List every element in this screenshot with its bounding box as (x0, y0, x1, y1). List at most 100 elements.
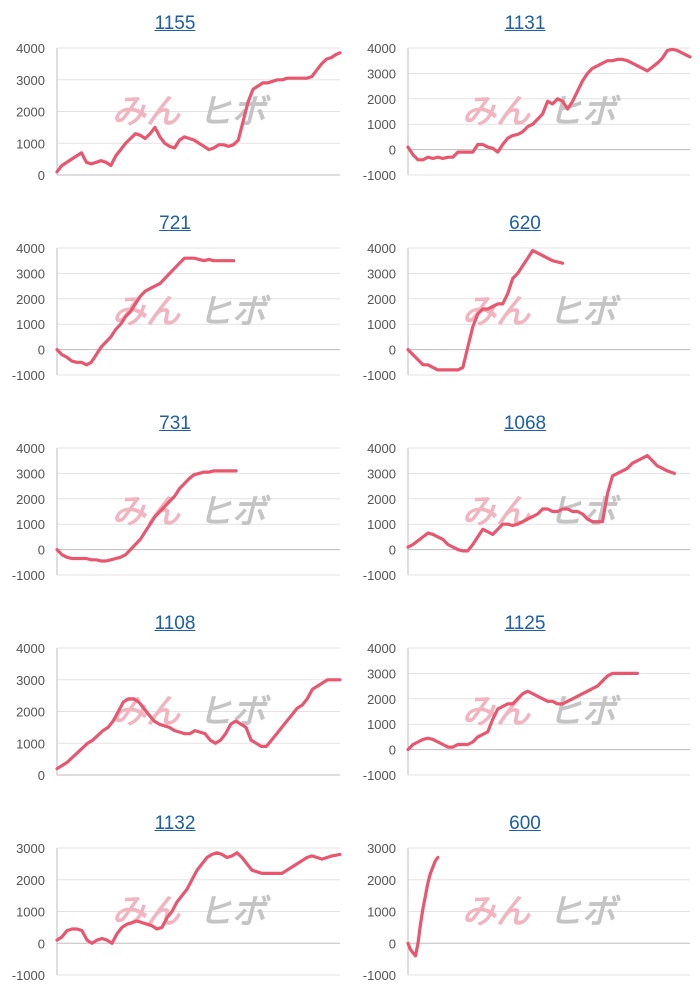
y-tick-label-0: -1000 (363, 168, 396, 183)
chart-panel-4: -1000 0 1000 2000 3000 4000 みん ヒボ 620 (350, 200, 700, 400)
y-tick-label-1: 0 (389, 343, 396, 358)
y-tick-label-1: 0 (389, 743, 396, 758)
series-line (406, 855, 440, 958)
y-tick-label-3: 2000 (367, 292, 396, 307)
y-tick-label-3: 3000 (16, 73, 45, 88)
y-tick-label-2: 1000 (16, 317, 45, 332)
y-tick-label-5: 4000 (367, 41, 396, 56)
series-line (406, 248, 565, 372)
watermark-text-gray: ヒボ (198, 892, 271, 932)
y-tick-label-0: 0 (38, 168, 45, 183)
y-tick-label-4: 3000 (367, 666, 396, 681)
y-tick-label-1: 0 (38, 543, 45, 558)
y-tick-label-2: 2000 (16, 105, 45, 120)
chart-title-link-3[interactable]: 721 (159, 213, 191, 234)
y-tick-label-1: 0 (38, 936, 45, 951)
watermark-text-gray: ヒボ (548, 692, 621, 732)
y-tick-label-4: 4000 (16, 641, 45, 656)
chart-title-link-2[interactable]: 1131 (504, 13, 546, 34)
y-tick-label-0: -1000 (363, 568, 396, 583)
y-tick-label-4: 3000 (367, 841, 396, 856)
watermark-text-pink: みん (462, 892, 531, 932)
y-tick-label-0: 0 (38, 768, 45, 783)
y-tick-label-3: 2000 (367, 92, 396, 107)
y-tick-label-3: 2000 (16, 292, 45, 307)
watermark-text-gray: ヒボ (548, 292, 621, 332)
y-tick-label-2: 2000 (16, 705, 45, 720)
y-tick-label-3: 2000 (367, 692, 396, 707)
watermark-text-gray: ヒボ (198, 92, 271, 132)
y-tick-label-2: 1000 (367, 905, 396, 920)
chart-svg-4: -1000 0 1000 2000 3000 4000 みん ヒボ (363, 241, 690, 383)
y-tick-label-4: 3000 (16, 266, 45, 281)
series-line (55, 678, 342, 771)
y-tick-label-1: 0 (389, 143, 396, 158)
watermark-logo: みん ヒボ (112, 492, 271, 532)
chart-panel-7: 0 1000 2000 3000 4000 みん ヒボ 1108 (0, 600, 350, 800)
y-tick-label-1: 0 (389, 543, 396, 558)
watermark-text-pink: みん (462, 92, 531, 132)
y-tick-label-5: 4000 (16, 441, 45, 456)
y-tick-label-3: 3000 (16, 673, 45, 688)
y-tick-label-4: 3000 (16, 841, 45, 856)
chart-title-link-1[interactable]: 1155 (154, 13, 196, 34)
chart-svg-2: -1000 0 1000 2000 3000 4000 みん ヒボ (363, 41, 692, 183)
watermark-text-gray: ヒボ (198, 492, 271, 532)
y-tick-label-2: 1000 (367, 717, 396, 732)
watermark-logo: みん ヒボ (462, 92, 621, 132)
chart-title-link-10[interactable]: 600 (509, 813, 541, 834)
chart-svg-3: -1000 0 1000 2000 3000 4000 みん ヒボ (12, 241, 340, 383)
y-tick-label-3: 2000 (367, 873, 396, 888)
y-tick-label-0: -1000 (12, 368, 45, 383)
y-tick-label-2: 1000 (367, 117, 396, 132)
chart-svg-10: -1000 0 1000 2000 3000 みん ヒボ (363, 841, 690, 983)
series-line (55, 256, 236, 367)
y-tick-label-0: -1000 (363, 968, 396, 983)
series-line (55, 469, 238, 563)
chart-svg-5: -1000 0 1000 2000 3000 4000 みん ヒボ (12, 441, 340, 583)
chart-panel-8: -1000 0 1000 2000 3000 4000 みん ヒボ 1125 (350, 600, 700, 800)
chart-title-link-5[interactable]: 731 (159, 413, 191, 434)
watermark-text-pink: みん (112, 292, 181, 332)
y-tick-label-4: 4000 (16, 41, 45, 56)
chart-panel-3: -1000 0 1000 2000 3000 4000 みん ヒボ 721 (0, 200, 350, 400)
series-line (55, 51, 342, 174)
series-line (406, 453, 676, 553)
y-tick-label-2: 1000 (367, 517, 396, 532)
y-tick-label-2: 1000 (367, 317, 396, 332)
chart-svg-1: 0 1000 2000 3000 4000 みん ヒボ (16, 41, 342, 183)
series-line (55, 851, 342, 945)
watermark-text-gray: ヒボ (198, 292, 271, 332)
chart-title-link-4[interactable]: 620 (509, 213, 541, 234)
y-tick-label-5: 4000 (367, 241, 396, 256)
watermark-text-pink: みん (462, 492, 531, 532)
watermark-text-pink: みん (112, 492, 181, 532)
y-tick-label-0: -1000 (363, 368, 396, 383)
watermark-logo: みん ヒボ (112, 292, 271, 332)
y-tick-label-2: 1000 (16, 517, 45, 532)
series-line (406, 47, 692, 162)
y-tick-label-5: 4000 (367, 641, 396, 656)
y-tick-label-5: 4000 (367, 441, 396, 456)
y-tick-label-0: -1000 (12, 968, 45, 983)
y-tick-label-1: 0 (38, 343, 45, 358)
y-tick-label-5: 4000 (16, 241, 45, 256)
watermark-text-pink: みん (112, 92, 181, 132)
y-tick-label-2: 1000 (16, 905, 45, 920)
y-tick-label-4: 3000 (16, 466, 45, 481)
watermark-logo: みん ヒボ (462, 292, 621, 332)
chart-title-link-6[interactable]: 1068 (503, 413, 547, 434)
y-tick-label-4: 3000 (367, 466, 396, 481)
y-tick-label-4: 3000 (367, 266, 396, 281)
y-tick-label-0: -1000 (12, 568, 45, 583)
chart-title-link-9[interactable]: 1132 (154, 813, 196, 834)
chart-title-link-8[interactable]: 1125 (504, 613, 546, 634)
chart-panel-9: -1000 0 1000 2000 3000 みん ヒボ 1132 (0, 800, 350, 1000)
y-tick-label-3: 2000 (16, 873, 45, 888)
series-line (406, 671, 639, 752)
y-tick-label-3: 2000 (16, 492, 45, 507)
chart-title-link-7[interactable]: 1108 (154, 613, 196, 634)
